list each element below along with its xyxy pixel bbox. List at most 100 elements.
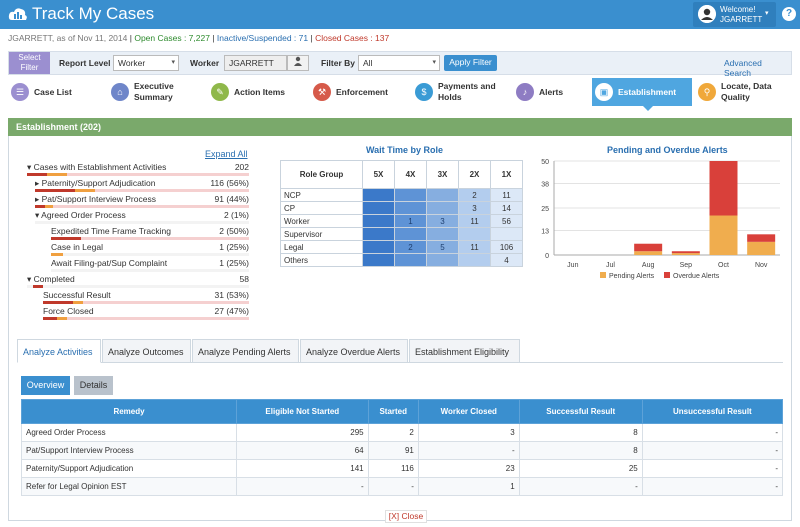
map-pin-icon: ⚲ xyxy=(698,83,716,101)
inactive-cases-link[interactable]: Inactive/Suspended : 71 xyxy=(216,33,309,43)
x-tick-label: Oct xyxy=(718,262,729,269)
table-row: Refer for Legal Opinion EST - - 1 - - xyxy=(21,477,784,496)
tab-analyze-outcomes[interactable]: Analyze Outcomes xyxy=(102,339,191,363)
tree-row[interactable]: Successful Result 31 (53%) xyxy=(43,290,249,304)
progress-bar xyxy=(45,205,53,208)
wait-time-row: Legal 2 5 11 106 xyxy=(280,240,523,254)
tab-establishment[interactable]: ▣ Establishment xyxy=(592,78,692,106)
briefcase-icon: ▣ xyxy=(595,83,613,101)
app-header: Track My Cases Welcome! JGARRETT ▾ ? xyxy=(0,0,800,29)
bar xyxy=(709,161,738,216)
edit-icon: ✎ xyxy=(211,83,229,101)
person-lookup-icon[interactable] xyxy=(287,55,309,71)
worker-label: Worker xyxy=(190,58,220,68)
subtab-overview[interactable]: Overview xyxy=(21,376,70,395)
filter-bar: Select Filter Report Level Worker ▾ Work… xyxy=(8,51,792,78)
wait-time-row: CP 3 14 xyxy=(280,201,523,215)
closed-cases-link[interactable]: Closed Cases : 137 xyxy=(315,33,390,43)
cloud-logo-icon xyxy=(8,8,27,20)
report-level-select[interactable]: Worker ▾ xyxy=(113,55,179,71)
tree-row[interactable]: ▸ Pat/Support Interview Process 91 (44%) xyxy=(35,194,249,208)
table-row: Agreed Order Process 295 2 3 8 - xyxy=(21,423,784,442)
tree-row[interactable]: Force Closed 27 (47%) xyxy=(43,306,249,320)
bar xyxy=(634,251,663,255)
tab-payments-and-holds[interactable]: $ Payments and Holds xyxy=(412,78,508,106)
table-row: Pat/Support Interview Process 64 91 - 8 … xyxy=(21,441,784,460)
tab-enforcement[interactable]: ⚒ Enforcement xyxy=(310,78,406,106)
progress-bar xyxy=(43,317,57,320)
y-tick-label: 13 xyxy=(541,229,549,236)
section-header: Establishment (202) xyxy=(8,118,792,136)
worker-field[interactable]: JGARRETT xyxy=(224,55,287,71)
expand-all-link[interactable]: Expand All xyxy=(205,149,248,159)
filter-by-label: Filter By xyxy=(321,58,356,68)
x-tick-label: Jun xyxy=(567,262,578,269)
progress-bar xyxy=(73,301,83,304)
y-tick-label: 25 xyxy=(541,206,549,213)
tree-row[interactable]: Case in Legal 1 (25%) xyxy=(51,242,249,256)
progress-bar xyxy=(27,173,47,176)
app-title: Track My Cases xyxy=(32,4,155,23)
bar xyxy=(671,253,700,255)
wait-time-row: Worker 1 3 11 56 xyxy=(280,214,523,228)
x-tick-label: Sep xyxy=(680,262,693,269)
progress-bar xyxy=(43,301,73,304)
legend-label: Pending Alerts xyxy=(609,273,655,280)
legend-label: Overdue Alerts xyxy=(673,273,720,280)
tab-establishment-eligibility[interactable]: Establishment Eligibility xyxy=(409,339,520,363)
tree-row[interactable]: Await Filing-pat/Sup Complaint 1 (25%) xyxy=(51,258,249,272)
help-icon[interactable]: ? xyxy=(782,7,796,21)
bar xyxy=(709,215,738,255)
wait-time-row: Supervisor xyxy=(280,227,523,241)
caret-down-icon: ▾ xyxy=(765,10,769,17)
tree-row[interactable]: Expedited Time Frame Tracking 2 (50%) xyxy=(51,226,249,240)
home-icon: ⌂ xyxy=(111,83,129,101)
caret-down-icon: ▾ xyxy=(171,59,175,66)
bar xyxy=(747,241,776,255)
tab-analyze-pending-alerts[interactable]: Analyze Pending Alerts xyxy=(192,339,299,363)
y-tick-label: 50 xyxy=(541,159,549,166)
gavel-icon: ⚒ xyxy=(313,83,331,101)
x-tick-label: Jul xyxy=(606,262,615,269)
tree-row[interactable]: ▾ Agreed Order Process 2 (1%) xyxy=(35,210,249,224)
progress-bar xyxy=(57,317,67,320)
caret-down-icon: ▾ xyxy=(432,59,436,66)
apply-filter-button[interactable]: Apply Filter xyxy=(444,55,497,71)
alerts-chart: 0 13 25 38 50 Jun Jul Aug Sep Oct Nov Pending Alert… xyxy=(541,159,780,280)
filter-by-select[interactable]: All ▾ xyxy=(358,55,440,71)
user-menu[interactable]: Welcome! JGARRETT ▾ xyxy=(693,2,776,27)
bar xyxy=(747,234,776,242)
legend-swatch xyxy=(664,272,670,278)
wait-time-table: Role Group 5X 4X 3X 2X 1X NCP 2 11 CP 3 … xyxy=(280,160,523,267)
alerts-chart-title: Pending and Overdue Alerts xyxy=(607,145,728,155)
tab-executive-summary[interactable]: ⌂ Executive Summary xyxy=(108,78,204,106)
tab-analyze-overdue-alerts[interactable]: Analyze Overdue Alerts xyxy=(300,339,408,363)
welcome-text: Welcome! xyxy=(720,5,756,14)
tree-row[interactable]: ▾ Completed 58 xyxy=(27,274,249,288)
tab-case-list[interactable]: ☰ Case List xyxy=(8,78,104,106)
list-icon: ☰ xyxy=(11,83,29,101)
main-tabs: ☰ Case List ⌂ Executive Summary ✎ Action… xyxy=(8,78,792,111)
tab-locate-data-quality[interactable]: ⚲ Locate, Data Quality xyxy=(695,78,791,106)
x-tick-label: Aug xyxy=(642,262,655,269)
bar xyxy=(671,251,700,254)
tree-row[interactable]: ▾ Cases with Establishment Activities 20… xyxy=(27,162,249,176)
x-tick-label: Nov xyxy=(755,262,768,269)
legend-swatch xyxy=(600,272,606,278)
close-link[interactable]: [X] Close xyxy=(385,510,427,523)
tab-alerts[interactable]: ♪ Alerts xyxy=(513,78,593,106)
progress-bar xyxy=(47,173,67,176)
progress-bar xyxy=(33,285,43,288)
tab-action-items[interactable]: ✎ Action Items xyxy=(208,78,304,106)
progress-bar xyxy=(75,189,95,192)
tab-analyze-activities[interactable]: Analyze Activities xyxy=(17,339,101,363)
progress-bar xyxy=(51,237,81,240)
user-avatar-icon xyxy=(698,5,716,23)
advanced-search-link[interactable]: Advanced Search xyxy=(724,58,762,78)
select-filter-button[interactable]: Select Filter xyxy=(9,52,50,74)
tree-row[interactable]: ▸ Paternity/Support Adjudication 116 (56… xyxy=(35,178,249,192)
report-level-label: Report Level xyxy=(59,58,111,68)
subtab-details[interactable]: Details xyxy=(74,376,113,395)
username: JGARRETT xyxy=(720,15,763,24)
open-cases-link[interactable]: Open Cases : 7,227 xyxy=(134,33,210,43)
